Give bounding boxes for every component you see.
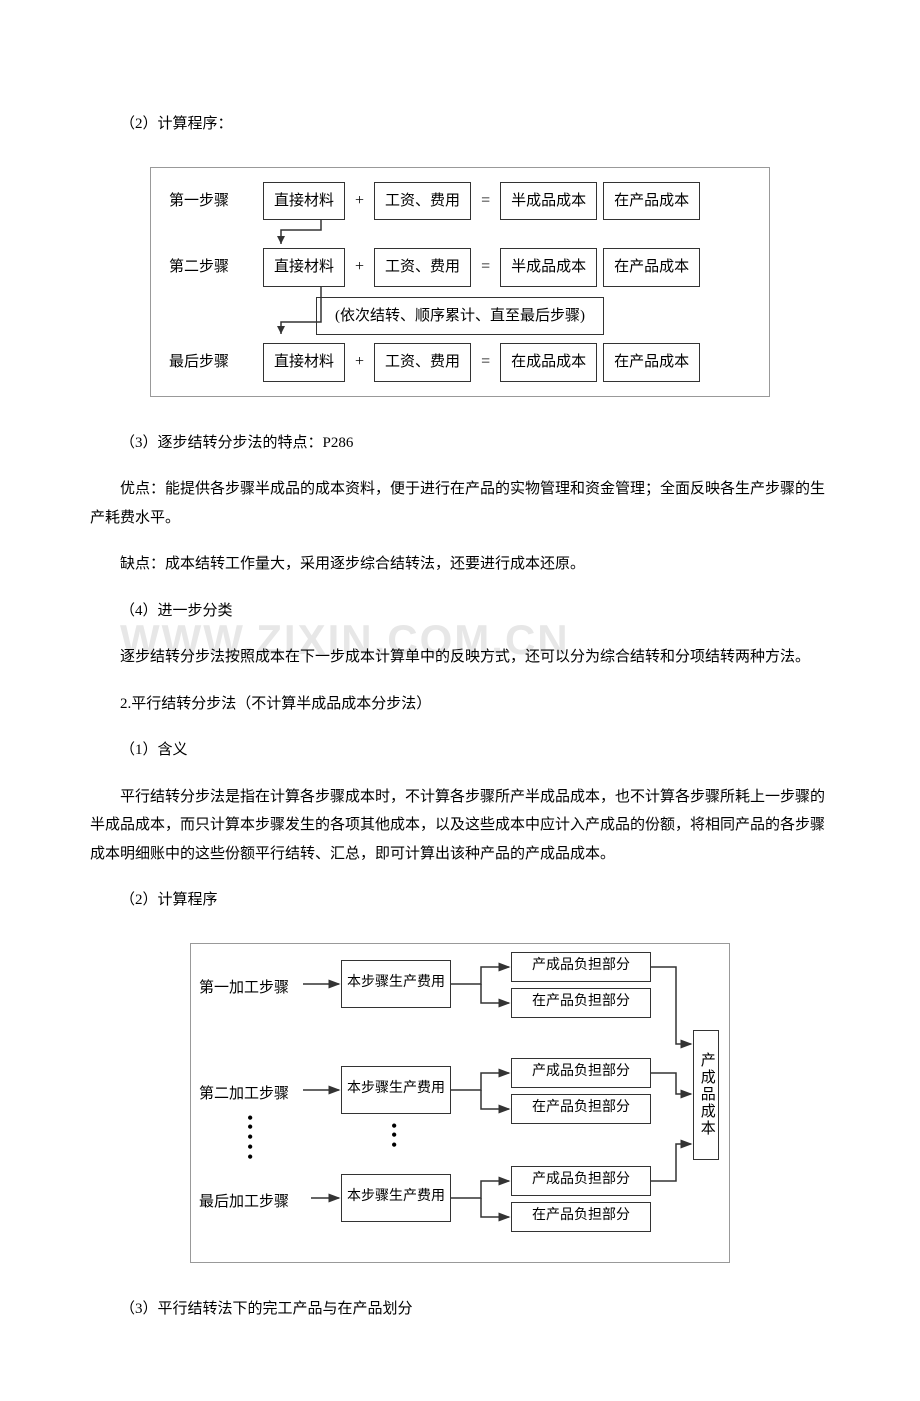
d2-step1-mid: 本步骤生产费用 xyxy=(341,960,451,1008)
d2-step1-out2: 在产品负担部分 xyxy=(511,988,651,1018)
equals-icon: = xyxy=(477,252,494,282)
d1-box-wip: 在产品成本 xyxy=(603,248,700,287)
d2-step2-out1: 产成品负担部分 xyxy=(511,1058,651,1088)
dots-icon: ••••• xyxy=(247,1114,253,1163)
diagram1: 第一步骤 直接材料 + 工资、费用 = 半成品成本 在产品成本 第二步骤 直接材… xyxy=(150,167,770,397)
d1-box-semi: 半成品成本 xyxy=(500,182,597,221)
d1-box-wage: 工资、费用 xyxy=(374,182,471,221)
d2-step3-out2: 在产品负担部分 xyxy=(511,1202,651,1232)
para-advantages: 优点：能提供各步骤半成品的成本资料，便于进行在产品的实物管理和资金管理；全面反映… xyxy=(90,475,830,532)
d1-box-wage: 工资、费用 xyxy=(374,343,471,382)
heading-classify: （4）进一步分类 xyxy=(90,597,830,626)
d1-step-label: 最后步骤 xyxy=(169,348,251,377)
heading-features: （3）逐步结转分步法的特点：P286 xyxy=(90,429,830,458)
heading-parallel: 2.平行结转分步法（不计算半成品成本分步法） xyxy=(90,690,830,719)
d1-box-semi: 半成品成本 xyxy=(500,248,597,287)
diagram2: 第一加工步骤 本步骤生产费用 产成品负担部分 在产品负担部分 第二加工步骤 本步… xyxy=(190,943,730,1263)
d2-right-box: 产成品成本 xyxy=(693,1030,719,1160)
d2-step3-mid: 本步骤生产费用 xyxy=(341,1174,451,1222)
d1-box-wip: 在产品成本 xyxy=(603,343,700,382)
heading-division: （3）平行结转法下的完工产品与在产品划分 xyxy=(90,1295,830,1324)
d1-box-wage: 工资、费用 xyxy=(374,248,471,287)
diagram1-mid-row: (依次结转、顺序累计、直至最后步骤) xyxy=(169,297,751,336)
dots-icon: ••• xyxy=(391,1122,397,1152)
page-content: （2）计算程序： 第一步骤 直接材料 + 工资、费用 = 半成品成本 在产品成本 xyxy=(90,110,830,1323)
d1-mid-note: (依次结转、顺序累计、直至最后步骤) xyxy=(316,297,604,336)
para-classify-detail: 逐步结转分步法按照成本在下一步成本计算单中的反映方式，还可以分为综合结转和分项结… xyxy=(90,643,830,672)
para-meaning-detail: 平行结转分步法是指在计算各步骤成本时，不计算各步骤所产半成品成本，也不计算各步骤… xyxy=(90,783,830,869)
para-disadvantages: 缺点：成本结转工作量大，采用逐步综合结转法，还要进行成本还原。 xyxy=(90,550,830,579)
diagram1-row-3: 最后步骤 直接材料 + 工资、费用 = 在成品成本 在产品成本 xyxy=(169,343,751,382)
d2-step2-mid: 本步骤生产费用 xyxy=(341,1066,451,1114)
equals-icon: = xyxy=(477,347,494,377)
d2-step3-label: 最后加工步骤 xyxy=(199,1188,289,1217)
heading-calc-program: （2）计算程序： xyxy=(90,110,830,139)
plus-icon: + xyxy=(351,252,368,282)
diagram2-wrap: 第一加工步骤 本步骤生产费用 产成品负担部分 在产品负担部分 第二加工步骤 本步… xyxy=(90,943,830,1263)
d1-box-wip: 在产品成本 xyxy=(603,182,700,221)
diagram1-wrap: 第一步骤 直接材料 + 工资、费用 = 半成品成本 在产品成本 第二步骤 直接材… xyxy=(90,167,830,397)
equals-icon: = xyxy=(477,186,494,216)
diagram1-row-1: 第一步骤 直接材料 + 工资、费用 = 半成品成本 在产品成本 xyxy=(169,182,751,221)
d1-step-label: 第二步骤 xyxy=(169,253,251,282)
d1-box-material: 直接材料 xyxy=(263,182,345,221)
d1-box-material: 直接材料 xyxy=(263,343,345,382)
heading-meaning: （1）含义 xyxy=(90,736,830,765)
d2-step2-label: 第二加工步骤 xyxy=(199,1080,289,1109)
heading-calc-program2: （2）计算程序 xyxy=(90,886,830,915)
d1-box-material: 直接材料 xyxy=(263,248,345,287)
d2-step1-label: 第一加工步骤 xyxy=(199,974,289,1003)
d2-step2-out2: 在产品负担部分 xyxy=(511,1094,651,1124)
plus-icon: + xyxy=(351,186,368,216)
d2-step1-out1: 产成品负担部分 xyxy=(511,952,651,982)
d2-step3-out1: 产成品负担部分 xyxy=(511,1166,651,1196)
d1-step-label: 第一步骤 xyxy=(169,187,251,216)
plus-icon: + xyxy=(351,347,368,377)
d1-box-finished: 在成品成本 xyxy=(500,343,597,382)
diagram1-row-2: 第二步骤 直接材料 + 工资、费用 = 半成品成本 在产品成本 xyxy=(169,248,751,287)
